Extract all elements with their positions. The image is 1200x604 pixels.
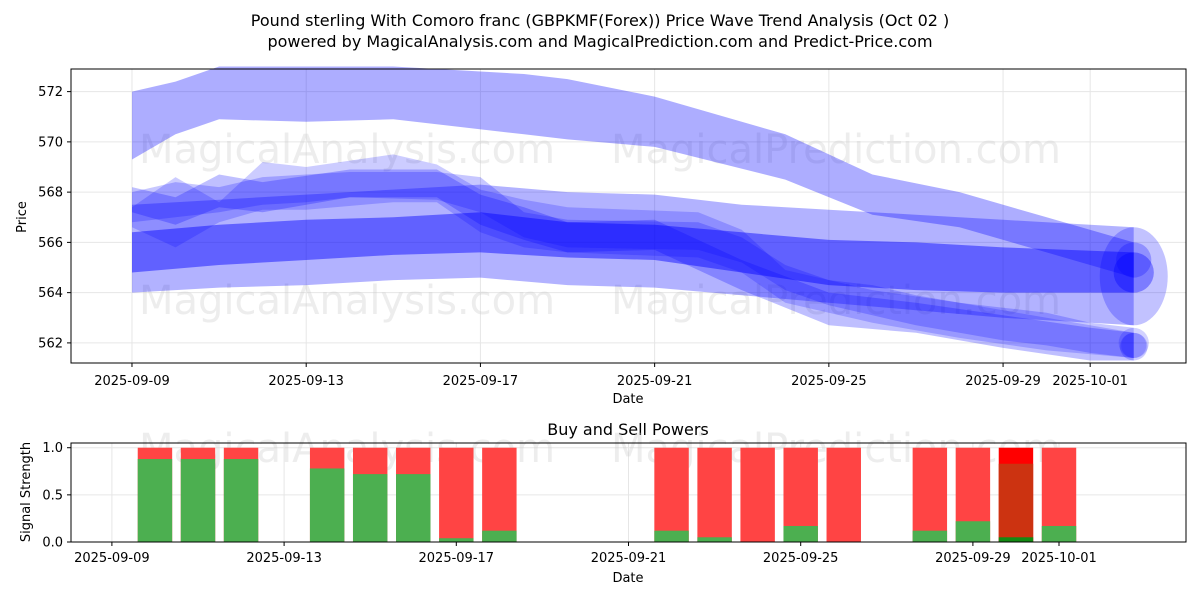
signal-y-tick-label: 0.0 xyxy=(42,536,63,551)
signal-x-ticks: 2025-09-09 2025-09-13 2025-09-17 2025-09-21… xyxy=(74,542,1097,566)
buy-bar xyxy=(697,537,732,542)
signal-x-tick-label: 2025-09-09 xyxy=(74,551,150,566)
overlap-bar xyxy=(998,463,1034,542)
price-watermarks: MagicalAnalysis.com MagicalPrediction.co… xyxy=(139,127,1061,324)
watermark-prediction-top: MagicalPrediction.com xyxy=(611,127,1061,173)
price-x-tick-label: 2025-09-21 xyxy=(617,374,693,389)
sell-bar xyxy=(697,447,732,542)
wave-mid-2-cap xyxy=(1121,332,1147,358)
price-y-tick-label: 566 xyxy=(38,236,63,251)
price-x-tick-label: 2025-09-13 xyxy=(268,374,344,389)
signal-bars xyxy=(137,447,1077,542)
signal-x-tick-label: 2025-09-29 xyxy=(935,551,1011,566)
price-x-tick-label: 2025-09-09 xyxy=(94,374,170,389)
price-y-ticks: 562 564 566 568 570 572 xyxy=(38,85,71,351)
price-x-tick-label: 2025-09-29 xyxy=(965,374,1041,389)
buy-bar xyxy=(352,474,388,542)
wave-mid-3 xyxy=(132,169,1134,361)
buy-bar xyxy=(998,537,1034,542)
signal-x-tick-label: 2025-09-13 xyxy=(246,551,322,566)
wave-mid-1 xyxy=(132,172,1134,358)
signal-x-tick-label: 2025-09-25 xyxy=(763,551,839,566)
wave-mid-2 xyxy=(132,154,1134,358)
wave-band-2 xyxy=(132,212,1134,293)
price-x-ticks: 2025-09-09 2025-09-13 2025-09-17 2025-09-21… xyxy=(94,363,1128,389)
price-y-tick-label: 564 xyxy=(38,286,63,301)
signal-x-tick-label: 2025-09-21 xyxy=(591,551,667,566)
buy-bar xyxy=(654,530,689,542)
wave-upper-band-cap xyxy=(1116,242,1152,278)
signal-y-tick-label: 0.5 xyxy=(42,488,63,503)
price-y-axis-label: Price xyxy=(15,201,30,233)
buy-bar xyxy=(955,521,991,542)
buy-bar xyxy=(783,525,818,542)
buy-bar xyxy=(1041,525,1077,542)
price-y-tick-label: 562 xyxy=(38,336,63,351)
buy-bar xyxy=(396,474,431,542)
price-x-tick-label: 2025-09-25 xyxy=(791,374,867,389)
watermark-analysis-mid: MagicalAnalysis.com xyxy=(139,278,555,324)
signal-x-tick-label: 2025-10-01 xyxy=(1021,551,1097,566)
price-x-tick-label: 2025-09-17 xyxy=(443,374,519,389)
buy-bar xyxy=(309,468,345,542)
buy-bar xyxy=(180,459,216,542)
sell-bar xyxy=(826,447,861,542)
price-x-tick-label: 2025-10-01 xyxy=(1052,374,1128,389)
price-y-tick-label: 570 xyxy=(38,135,63,150)
buy-bar xyxy=(912,530,948,542)
wave-mid-3-cap xyxy=(1119,332,1148,361)
watermark-prediction-mid: MagicalPrediction.com xyxy=(611,278,1061,324)
wave-mid-1-cap xyxy=(1118,327,1149,358)
signal-y-tick-label: 1.0 xyxy=(42,441,63,456)
wave-band-2-cap xyxy=(1113,252,1154,293)
buy-bar xyxy=(482,530,517,542)
signal-y-ticks: 0.0 0.5 1.0 xyxy=(42,441,71,551)
buy-bar xyxy=(439,538,474,542)
sell-bar xyxy=(439,447,474,542)
watermark-analysis-top: MagicalAnalysis.com xyxy=(139,127,555,173)
sell-bar xyxy=(740,447,775,542)
price-grid xyxy=(71,69,1186,363)
sell-bar xyxy=(482,447,517,542)
buy-bar xyxy=(137,459,173,542)
buy-sell-title: Buy and Sell Powers xyxy=(547,420,709,439)
price-y-tick-label: 572 xyxy=(38,85,63,100)
chart-title-line1: Pound sterling With Comoro franc (GBPKMF… xyxy=(251,11,950,30)
price-y-tick-label: 568 xyxy=(38,186,63,201)
buy-sell-chart: Buy and Sell Powers MagicalAnalysis.com … xyxy=(19,420,1187,586)
price-plot-frame xyxy=(70,68,1187,364)
signal-x-tick-label: 2025-09-17 xyxy=(419,551,495,566)
signal-y-axis-label: Signal Strength xyxy=(19,442,34,542)
sell-bar xyxy=(654,447,689,542)
price-x-axis-label: Date xyxy=(612,392,643,407)
price-wave-chart: MagicalAnalysis.com MagicalPrediction.co… xyxy=(15,66,1187,407)
price-wave-bands xyxy=(132,66,1168,361)
wave-band-3-cap xyxy=(1099,227,1168,326)
chart-title-line2: powered by MagicalAnalysis.com and Magic… xyxy=(267,32,932,51)
buy-bar xyxy=(223,459,259,542)
wave-band-3 xyxy=(132,184,1134,326)
wave-upper-band xyxy=(132,66,1134,278)
signal-x-axis-label: Date xyxy=(612,571,643,586)
sell-bar xyxy=(912,447,948,542)
